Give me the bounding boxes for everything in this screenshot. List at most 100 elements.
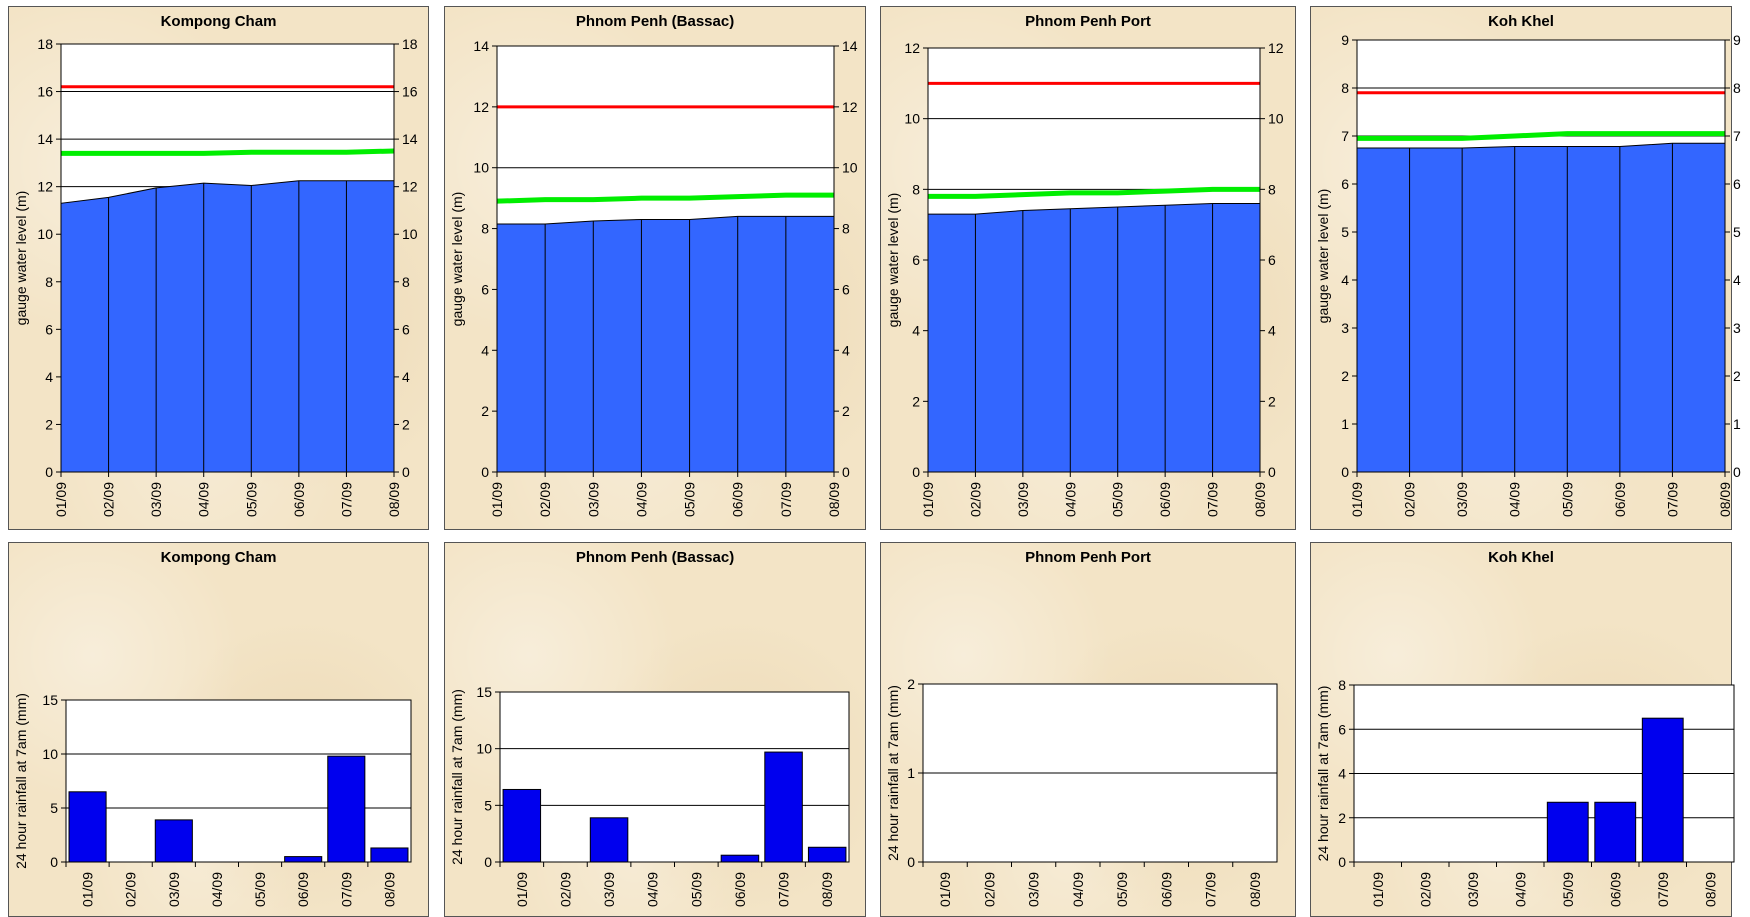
rainfall-chart-4: Kompong Cham 01/09 02/09 03/09 04/09 05/09 06/… bbox=[8, 542, 429, 917]
x-tick-label: 05/09 bbox=[1114, 872, 1130, 907]
y-tick-label-right: 4 bbox=[402, 369, 410, 385]
y-tick-label-right: 4 bbox=[1733, 272, 1741, 288]
x-tick-label: 01/09 bbox=[920, 482, 936, 517]
y-tick-label: 2 bbox=[1338, 810, 1346, 826]
y-axis-label: 24 hour rainfall at 7am (mm) bbox=[1315, 686, 1331, 862]
x-tick-label: 03/09 bbox=[148, 482, 164, 517]
x-tick-label: 08/09 bbox=[386, 482, 402, 517]
y-tick-label: 0 bbox=[1338, 854, 1346, 870]
y-tick-label-right: 4 bbox=[1268, 323, 1276, 339]
y-tick-label: 12 bbox=[473, 99, 489, 115]
y-tick-label: 2 bbox=[45, 416, 53, 432]
y-tick-label: 15 bbox=[476, 684, 492, 700]
y-tick-label: 6 bbox=[1341, 176, 1349, 192]
y-tick-label-right: 10 bbox=[842, 160, 858, 176]
x-tick-label: 02/09 bbox=[101, 482, 117, 517]
x-tick-label: 03/09 bbox=[1454, 482, 1470, 517]
y-tick-label: 1 bbox=[907, 765, 915, 781]
y-tick-label: 10 bbox=[473, 160, 489, 176]
plot-frame bbox=[1356, 39, 1726, 473]
y-tick-label-right: 0 bbox=[1733, 464, 1741, 480]
x-tick-label: 02/09 bbox=[123, 872, 139, 907]
y-axis-label: gauge water level (m) bbox=[13, 191, 29, 326]
y-tick-label-right: 4 bbox=[842, 342, 850, 358]
y-tick-label: 4 bbox=[1341, 272, 1349, 288]
rainfall-chart-7: Koh Khel 01/09 02/09 03/09 04/09 05/09 06/09 07… bbox=[1310, 542, 1735, 917]
y-tick-label-right: 8 bbox=[402, 274, 410, 290]
y-tick-label: 8 bbox=[481, 221, 489, 237]
y-tick-label: 7 bbox=[1341, 128, 1349, 144]
rainfall-bar bbox=[1594, 801, 1637, 863]
y-tick-label-right: 8 bbox=[1268, 181, 1276, 197]
x-tick-label: 06/09 bbox=[291, 482, 307, 517]
y-tick-label: 2 bbox=[1341, 368, 1349, 384]
x-tick-label: 07/09 bbox=[1664, 482, 1680, 517]
y-tick-label-right: 12 bbox=[842, 99, 858, 115]
chart-title: Koh Khel bbox=[1488, 549, 1554, 566]
y-tick-label-right: 2 bbox=[842, 403, 850, 419]
y-tick-label-right: 10 bbox=[1268, 111, 1284, 127]
y-tick-label: 2 bbox=[912, 393, 920, 409]
y-tick-label: 10 bbox=[42, 746, 58, 762]
y-axis-label: gauge water level (m) bbox=[885, 193, 901, 328]
x-tick-label: 08/09 bbox=[1252, 482, 1268, 517]
y-tick-label: 12 bbox=[904, 40, 920, 56]
y-tick-label: 10 bbox=[37, 226, 53, 242]
y-tick-label-right: 0 bbox=[1268, 464, 1276, 480]
chart-title: Kompong Cham bbox=[161, 549, 277, 566]
x-tick-label: 08/09 bbox=[381, 872, 397, 907]
chart-title: Koh Khel bbox=[1488, 13, 1554, 30]
x-tick-label: 01/09 bbox=[489, 482, 505, 517]
water-level-chart-2: Phnom Penh Port 01/09 02/09 03/09 04/09 05/09… bbox=[880, 6, 1296, 530]
y-tick-label-right: 0 bbox=[402, 464, 410, 480]
flood-level-line bbox=[61, 148, 395, 156]
x-tick-label: 02/09 bbox=[1402, 482, 1418, 517]
plot-frame bbox=[60, 43, 395, 473]
y-tick-label: 16 bbox=[37, 84, 53, 100]
y-tick-label: 2 bbox=[907, 676, 915, 692]
y-tick-label: 0 bbox=[912, 464, 920, 480]
x-tick-label: 01/09 bbox=[1349, 482, 1365, 517]
x-tick-label: 08/09 bbox=[819, 872, 835, 907]
x-tick-label: 06/09 bbox=[295, 872, 311, 907]
y-tick-label: 4 bbox=[45, 369, 53, 385]
y-tick-label: 2 bbox=[481, 403, 489, 419]
y-axis-label: 24 hour rainfall at 7am (mm) bbox=[885, 685, 901, 861]
x-tick-label: 01/09 bbox=[1370, 872, 1386, 907]
y-tick-label: 6 bbox=[481, 281, 489, 297]
rainfall-chart-6: Phnom Penh Port 01/09 02/09 03/09 04/09 05/09… bbox=[880, 542, 1296, 917]
flood-level-line bbox=[496, 192, 834, 204]
y-tick-label-right: 8 bbox=[842, 221, 850, 237]
y-tick-label: 5 bbox=[1341, 224, 1349, 240]
plot-frame bbox=[499, 691, 850, 863]
x-tick-label: 08/09 bbox=[826, 482, 842, 517]
y-axis-label: gauge water level (m) bbox=[449, 192, 465, 327]
y-tick-label: 6 bbox=[45, 321, 53, 337]
y-tick-label: 3 bbox=[1341, 320, 1349, 336]
x-tick-label: 03/09 bbox=[585, 482, 601, 517]
y-tick-label-right: 6 bbox=[402, 321, 410, 337]
plot-frame bbox=[65, 699, 412, 863]
chart-title: Phnom Penh Port bbox=[1025, 13, 1151, 30]
y-tick-label-right: 6 bbox=[842, 281, 850, 297]
y-tick-label: 9 bbox=[1341, 32, 1349, 48]
x-tick-label: 07/09 bbox=[1205, 482, 1221, 517]
y-tick-label: 4 bbox=[912, 323, 920, 339]
x-tick-label: 02/09 bbox=[967, 482, 983, 517]
x-tick-label: 05/09 bbox=[243, 482, 259, 517]
x-tick-label: 02/09 bbox=[981, 872, 997, 907]
x-tick-label: 07/09 bbox=[776, 872, 792, 907]
x-tick-label: 06/09 bbox=[732, 872, 748, 907]
water-level-chart-3: Koh Khel 01/09 02/09 03/09 04/09 05/09 06/09 07… bbox=[1310, 6, 1741, 530]
chart-title: Kompong Cham bbox=[161, 13, 277, 30]
x-tick-label: 04/09 bbox=[1070, 872, 1086, 907]
x-tick-label: 01/09 bbox=[514, 872, 530, 907]
x-tick-label: 05/09 bbox=[1560, 872, 1576, 907]
y-tick-label: 18 bbox=[37, 36, 53, 52]
